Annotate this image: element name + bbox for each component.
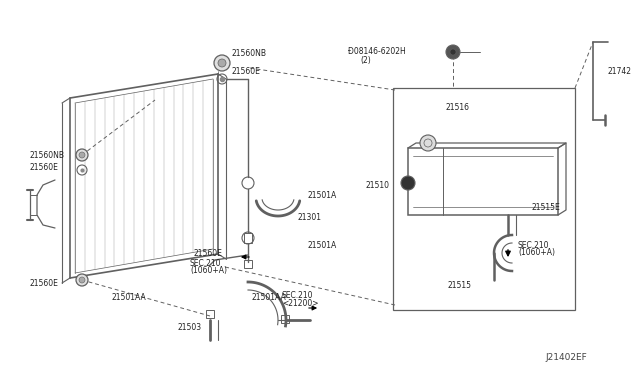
Text: 21516: 21516 bbox=[446, 103, 470, 112]
Text: 21515: 21515 bbox=[448, 280, 472, 289]
Text: SEC.210: SEC.210 bbox=[282, 292, 314, 301]
Text: SEC.210: SEC.210 bbox=[518, 241, 550, 250]
Text: 21501AA: 21501AA bbox=[252, 294, 287, 302]
Bar bbox=[408, 148, 558, 215]
Text: 21560NB: 21560NB bbox=[30, 151, 65, 160]
Circle shape bbox=[446, 45, 460, 59]
Circle shape bbox=[420, 135, 436, 151]
Text: 21501AA: 21501AA bbox=[112, 294, 147, 302]
Text: (1060+A): (1060+A) bbox=[190, 266, 227, 276]
Bar bbox=[206, 310, 214, 318]
Bar bbox=[244, 233, 252, 243]
Text: 21560E: 21560E bbox=[193, 248, 222, 257]
Text: 21510: 21510 bbox=[366, 180, 390, 189]
Text: 21503: 21503 bbox=[178, 324, 202, 333]
Text: J21402EF: J21402EF bbox=[545, 353, 587, 362]
Text: 21560NB: 21560NB bbox=[232, 48, 267, 58]
Circle shape bbox=[450, 49, 456, 55]
Text: 21560E: 21560E bbox=[30, 279, 59, 288]
Circle shape bbox=[218, 59, 226, 67]
Bar bbox=[393, 88, 575, 310]
Text: <21200>: <21200> bbox=[282, 299, 319, 308]
Text: 21301: 21301 bbox=[297, 214, 321, 222]
Text: 21501A: 21501A bbox=[307, 190, 336, 199]
Text: (2): (2) bbox=[360, 57, 371, 65]
Text: 21501A: 21501A bbox=[307, 241, 336, 250]
Text: 21515E: 21515E bbox=[532, 202, 561, 212]
Circle shape bbox=[76, 274, 88, 286]
Circle shape bbox=[79, 152, 85, 158]
Text: 21742: 21742 bbox=[607, 67, 631, 77]
Circle shape bbox=[401, 176, 415, 190]
Text: SEC.210: SEC.210 bbox=[190, 259, 221, 267]
Circle shape bbox=[214, 55, 230, 71]
Text: (1060+A): (1060+A) bbox=[518, 248, 555, 257]
Circle shape bbox=[79, 277, 85, 283]
Bar bbox=[244, 260, 252, 268]
Text: Ð08146-6202H: Ð08146-6202H bbox=[348, 48, 406, 57]
Bar bbox=[281, 315, 289, 323]
Circle shape bbox=[76, 149, 88, 161]
Text: 21560E: 21560E bbox=[232, 67, 261, 77]
Text: 21560E: 21560E bbox=[30, 164, 59, 173]
